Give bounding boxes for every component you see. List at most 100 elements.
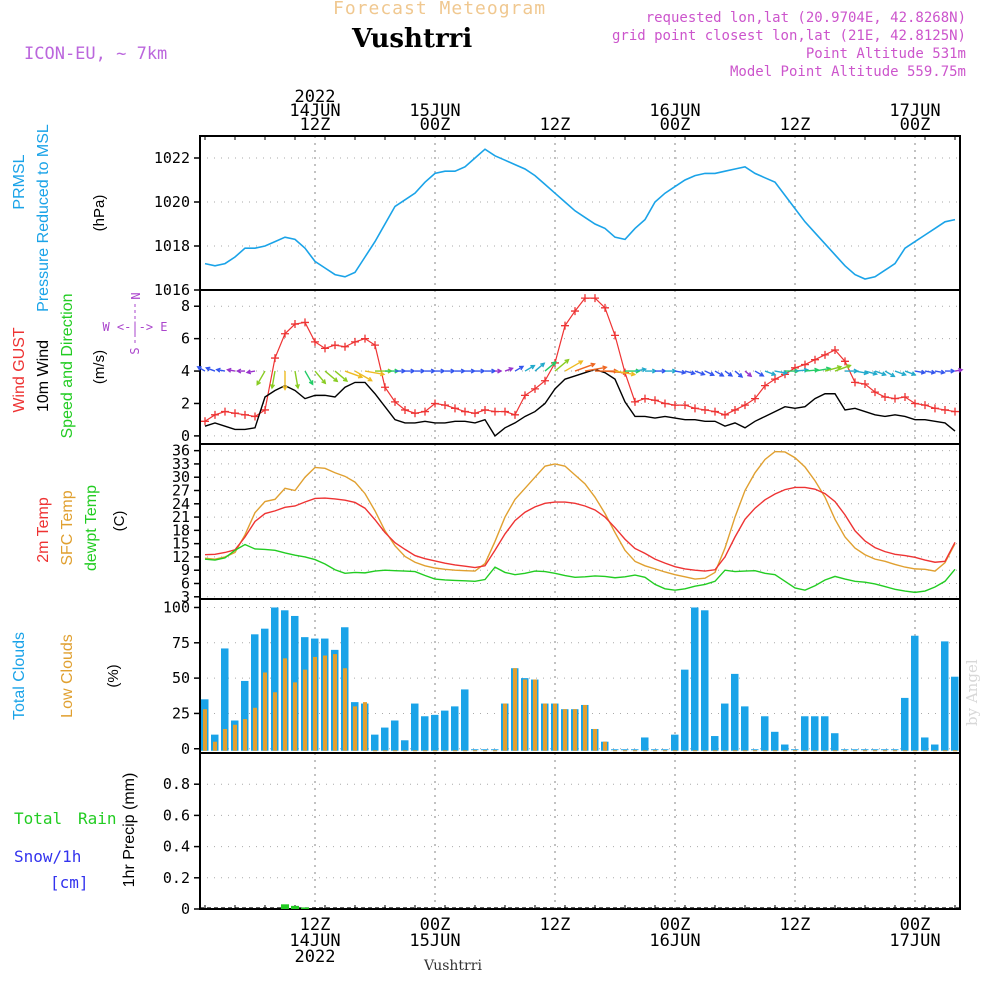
gust-marker: [921, 401, 929, 410]
cloud-total-bar: [831, 733, 839, 751]
time-label-bottom: 15JUN: [409, 931, 460, 951]
cloud-total-bar: [761, 716, 769, 751]
wind-direction-arrowhead: [782, 370, 789, 376]
cloud-total-bar: [251, 634, 259, 751]
ytick-label-clouds: 75: [172, 634, 190, 652]
cloud-low-bar: [333, 654, 337, 751]
wind-direction-arrowhead: [497, 368, 503, 374]
gust-marker: [771, 375, 779, 384]
wind-direction-arrowhead: [470, 368, 477, 374]
wind-direction-arrowhead: [235, 368, 242, 374]
location-title: Vushtrri: [352, 24, 473, 54]
cloud-low-bar: [223, 728, 227, 751]
wind-direction-arrow: [256, 370, 266, 385]
wind-direction-arrow: [574, 363, 595, 372]
model-label: ICON-EU, ~ 7km: [24, 44, 168, 64]
time-label-top: 12Z: [780, 115, 811, 135]
wind-direction-arrow: [714, 370, 724, 377]
wind-direction-arrow: [354, 370, 372, 382]
cloud-total-bar: [951, 676, 959, 751]
time-label-top: 15JUN: [409, 101, 460, 121]
pressure-label-full: Pressure Reduced to MSL: [35, 124, 52, 312]
wind-direction-arrowhead: [460, 368, 467, 374]
wind-direction-arrow: [514, 365, 524, 372]
time-label-top: 00Z: [660, 115, 691, 135]
wind-direction-arrowhead: [759, 372, 765, 377]
cloud-total-bar: [381, 727, 389, 751]
cloud-label-total: Total Clouds: [11, 632, 28, 720]
wind-direction-arrow: [854, 370, 868, 374]
wind-direction-arrow: [814, 367, 831, 372]
ytick-label-temperature: 30: [172, 468, 190, 486]
cloud-low-bar: [323, 655, 327, 751]
time-label-top: 16JUN: [649, 101, 700, 121]
wind-direction-arrow: [914, 370, 925, 374]
wind-direction-arrowhead: [846, 364, 852, 369]
wind-direction-arrowhead: [930, 369, 937, 375]
wind-direction-arrowhead: [282, 385, 288, 391]
pressure-label-prmsl: PRMSL: [11, 154, 28, 209]
ytick-label-precip: 0: [181, 900, 190, 918]
gust-marker: [221, 407, 229, 416]
wind-direction-arrowhead: [294, 383, 300, 390]
wind-direction-arrowhead: [771, 371, 777, 377]
wind-direction-arrowhead: [590, 362, 596, 368]
time-label-bottom: 12Z: [300, 915, 331, 935]
cloud-low-bar: [293, 682, 297, 751]
wind-direction-arrow: [884, 370, 895, 378]
ytick-label-temperature: 12: [172, 548, 190, 566]
gust-marker: [291, 320, 299, 329]
wind-direction-arrowhead: [204, 366, 211, 372]
cloud-total-bar: [771, 731, 779, 751]
precip-unit: 1hr Precip (mm): [121, 773, 138, 888]
gust-marker: [881, 392, 889, 401]
wind-direction-arrowhead: [367, 376, 373, 382]
gust-marker: [431, 399, 439, 408]
gust-marker: [561, 321, 569, 330]
gust-marker: [381, 383, 389, 392]
cloud-total-bar: [741, 706, 749, 751]
gust-marker: [811, 355, 819, 364]
ytick-label-wind: 4: [181, 362, 190, 380]
cloud-low-bar: [543, 703, 547, 751]
cloud-low-bar: [243, 719, 247, 751]
gust-marker: [301, 318, 309, 327]
cloud-total-bar: [911, 635, 919, 751]
cloud-total-bar: [371, 734, 379, 751]
gust-marker: [491, 407, 499, 416]
gust-marker: [461, 407, 469, 416]
wind-direction-arrowhead: [872, 370, 879, 376]
wind-direction-arrowhead: [256, 380, 261, 386]
precip-label-cm: [cm]: [50, 873, 89, 892]
cloud-low-bar: [563, 709, 567, 751]
gust-marker: [951, 407, 959, 416]
ytick-label-clouds: 50: [172, 669, 190, 687]
gust-marker: [571, 307, 579, 316]
wind-direction-arrow: [564, 360, 583, 372]
time-label-top: 14JUN: [289, 101, 340, 121]
cloud-low-bar: [203, 709, 207, 751]
cloud-total-bar: [711, 736, 719, 751]
gust-marker: [441, 401, 449, 410]
gust-marker: [361, 334, 369, 343]
wind-direction-arrowhead: [578, 360, 584, 365]
wind-direction-arrowhead: [747, 372, 753, 378]
wind-direction-arrow: [534, 362, 545, 372]
time-label-top: 00Z: [900, 115, 931, 135]
gust-marker: [251, 412, 259, 421]
panel-frame-precip: [199, 752, 961, 910]
cloud-total-bar: [431, 714, 439, 751]
ytick-label-temperature: 21: [172, 508, 190, 526]
wind-direction-arrow: [874, 370, 886, 376]
wind-direction-arrowhead: [700, 371, 706, 376]
wind-direction-arrow: [271, 370, 276, 389]
gust-marker: [821, 350, 829, 359]
wind-direction-arrowhead: [508, 367, 514, 372]
wind-direction-arrow: [674, 370, 686, 374]
gust-marker: [271, 354, 279, 363]
wind-direction-arrowhead: [270, 383, 276, 390]
ytick-label-pressure: 1016: [154, 281, 190, 299]
cloud-total-bar: [241, 680, 249, 751]
cloud-total-bar: [691, 607, 699, 751]
cloud-total-bar: [461, 689, 469, 751]
